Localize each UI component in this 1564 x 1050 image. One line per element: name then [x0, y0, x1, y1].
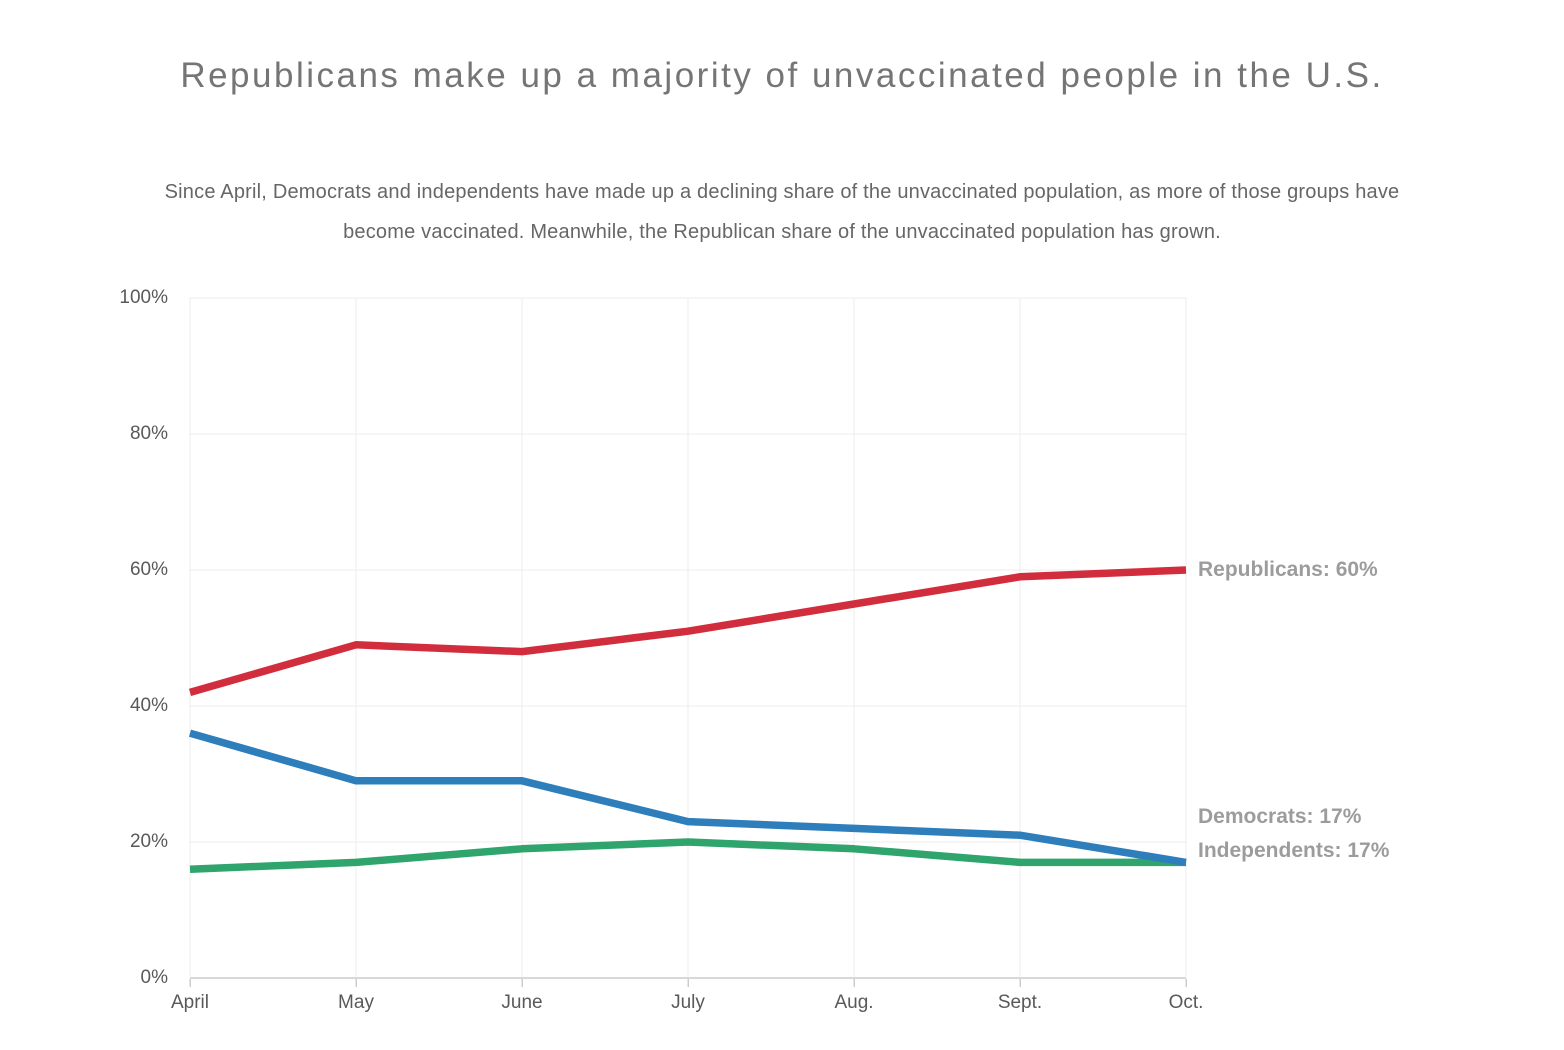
y-tick-label: 40%: [129, 695, 168, 716]
line-chart-svg: [188, 297, 1187, 987]
x-tick-label: Sept.: [997, 992, 1043, 1013]
x-tick-label: July: [671, 992, 705, 1013]
x-tick-label: Oct.: [1168, 992, 1204, 1013]
y-tick-label: 80%: [129, 423, 168, 444]
y-tick-label: 100%: [119, 287, 168, 308]
series-line-republicans: [188, 566, 1187, 697]
series-line-independents: [189, 838, 1186, 873]
plot-area: [188, 297, 1187, 998]
x-tick-label: June: [501, 992, 543, 1013]
chart-title: Republicans make up a majority of unvacc…: [180, 56, 1384, 95]
y-tick-label: 20%: [129, 831, 168, 852]
chart-subtitle: Since April, Democrats and independents …: [164, 181, 1400, 243]
series-line-democrats: [188, 729, 1187, 867]
end-label-democrats: Democrats: 17%: [1198, 805, 1362, 828]
x-tick-label: May: [338, 992, 374, 1013]
end-label-republicans: Republicans: 60%: [1198, 558, 1378, 581]
y-tick-label: 0%: [140, 967, 168, 988]
y-tick-label: 60%: [129, 559, 168, 580]
end-label-independents: Independents: 17%: [1198, 839, 1390, 862]
x-tick-label: Aug.: [834, 992, 874, 1013]
x-tick-label: April: [170, 992, 210, 1013]
